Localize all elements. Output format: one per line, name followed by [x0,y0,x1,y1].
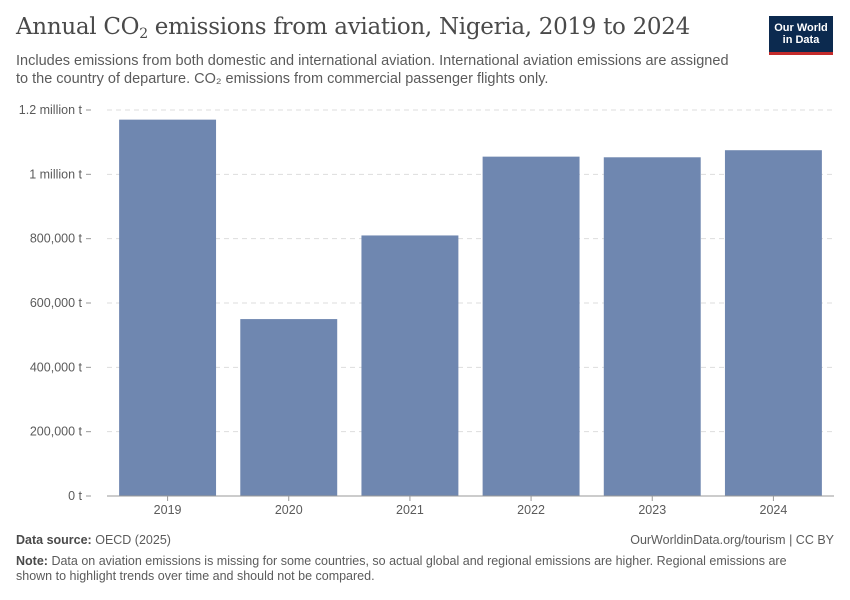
owid-logo[interactable]: Our World in Data [769,16,833,55]
y-tick-label: 800,000 t [30,232,83,246]
y-tick-label: 1.2 million t [19,103,83,117]
title-subscript: 2 [139,26,148,42]
chart-note: Note: Data on aviation emissions is miss… [16,554,816,584]
y-tick-label: 400,000 t [30,360,83,374]
logo-line-1: Our World [774,22,828,34]
source-url[interactable]: OurWorldinData.org/tourism | CC BY [630,533,834,547]
logo-line-2: in Data [782,34,820,46]
y-tick-label: 0 t [68,489,82,503]
x-tick-label: 2019 [154,503,182,517]
y-tick-label: 200,000 t [30,425,83,439]
y-tick-label: 600,000 t [30,296,83,310]
subtitle-line-1: Includes emissions from both domestic an… [16,53,729,69]
data-source: Data source: OECD (2025) [16,533,171,547]
chart-title: Annual CO2 emissions from aviation, Nige… [16,14,690,42]
source-value[interactable]: OECD (2025) [95,533,171,547]
bar[interactable] [119,119,217,497]
y-tick-label: 1 million t [29,167,82,181]
note-text: Data on aviation emissions is missing fo… [16,554,787,583]
x-tick-label: 2024 [760,503,788,517]
bar[interactable] [240,319,338,496]
x-tick-label: 2021 [396,503,424,517]
bar[interactable] [482,156,580,496]
x-tick-label: 2022 [517,503,545,517]
bar[interactable] [724,150,822,497]
source-label: Data source: [16,533,92,547]
chart-subtitle: Includes emissions from both domestic an… [16,52,756,88]
note-label: Note: [16,554,48,568]
x-tick-label: 2020 [275,503,303,517]
bar[interactable] [361,235,459,496]
x-tick-label: 2023 [638,503,666,517]
title-main: Annual CO [16,14,140,40]
bar[interactable] [603,157,701,496]
title-rest: emissions from aviation, Nigeria, 2019 t… [147,14,690,40]
subtitle-line-2: to the country of departure. CO₂ emissio… [16,71,549,87]
